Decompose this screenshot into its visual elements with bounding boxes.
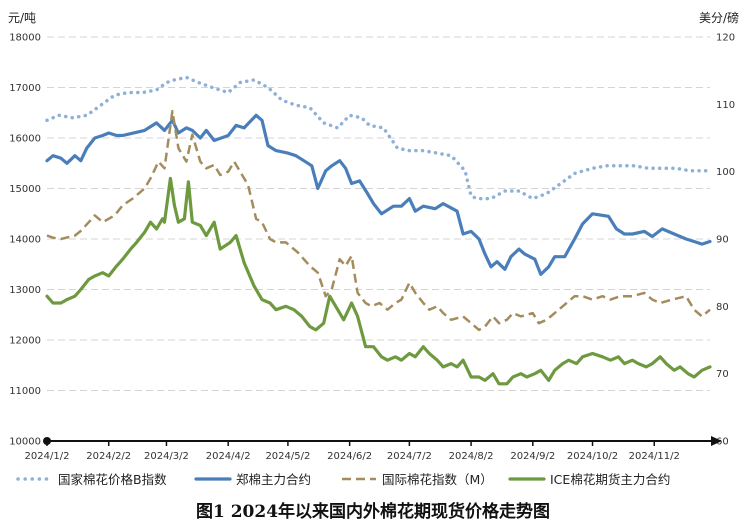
right-tick-label: 110 (716, 100, 735, 111)
left-tick-label: 14000 (9, 235, 41, 246)
left-tick-label: 18000 (9, 33, 41, 44)
x-axis-arrow (711, 436, 722, 446)
x-tick-label: 2024/6/2 (327, 451, 372, 462)
series-b-index-line (45, 75, 712, 201)
right-tick-label: 100 (716, 167, 735, 178)
series-layer (45, 75, 712, 386)
x-tick-label: 2024/4/2 (206, 451, 251, 462)
right-axis-unit: 美分/磅 (699, 10, 739, 25)
grid-lines (47, 36, 710, 392)
series-zce-main-line (45, 113, 712, 276)
right-tick-label: 60 (716, 437, 729, 448)
legend-label-ice-main: ICE棉花期货主力合约 (550, 472, 670, 487)
left-tick-label: 11000 (9, 386, 41, 397)
axis-layer: 18000 17000 16000 15000 14000 13000 12000 11000… (9, 33, 735, 463)
legend-label-zce-main: 郑棉主力合约 (236, 472, 311, 487)
legend-label-m-index: 国际棉花指数（M） (382, 472, 493, 487)
x-tick-label: 2024/2/2 (86, 451, 131, 462)
x-tick-label: 2024/5/2 (265, 451, 310, 462)
left-tick-label: 12000 (9, 336, 41, 347)
left-tick-label: 16000 (9, 134, 41, 145)
left-axis-unit: 元/吨 (8, 11, 36, 25)
right-tick-label: 80 (716, 302, 729, 313)
x-tick-label: 2024/9/2 (510, 451, 555, 462)
right-tick-label: 90 (716, 235, 729, 246)
x-tick-label: 2024/7/2 (387, 451, 432, 462)
series-m-index-line (46, 109, 711, 332)
left-tick-label: 13000 (9, 285, 41, 296)
right-tick-label: 120 (716, 33, 735, 44)
x-tick-label: 2024/10/2 (567, 451, 618, 462)
legend-label-b-index: 国家棉花价格B指数 (58, 472, 167, 487)
right-tick-label: 70 (716, 369, 729, 380)
x-tick-label: 2024/3/2 (144, 451, 189, 462)
x-tick-label: 2024/8/2 (449, 451, 494, 462)
chart-title: 图1 2024年以来国内外棉花期现货价格走势图 (196, 501, 550, 522)
legend: 国家棉花价格B指数 郑棉主力合约 国际棉花指数（M） ICE棉花期货主力合约 (16, 472, 670, 487)
left-tick-label: 10000 (9, 437, 41, 448)
left-tick-label: 15000 (9, 184, 41, 195)
series-ice-main-line (45, 176, 712, 386)
x-tick-label: 2024/1/2 (25, 451, 70, 462)
x-tick-label: 2024/11/2 (629, 451, 680, 462)
left-tick-label: 17000 (9, 83, 41, 94)
